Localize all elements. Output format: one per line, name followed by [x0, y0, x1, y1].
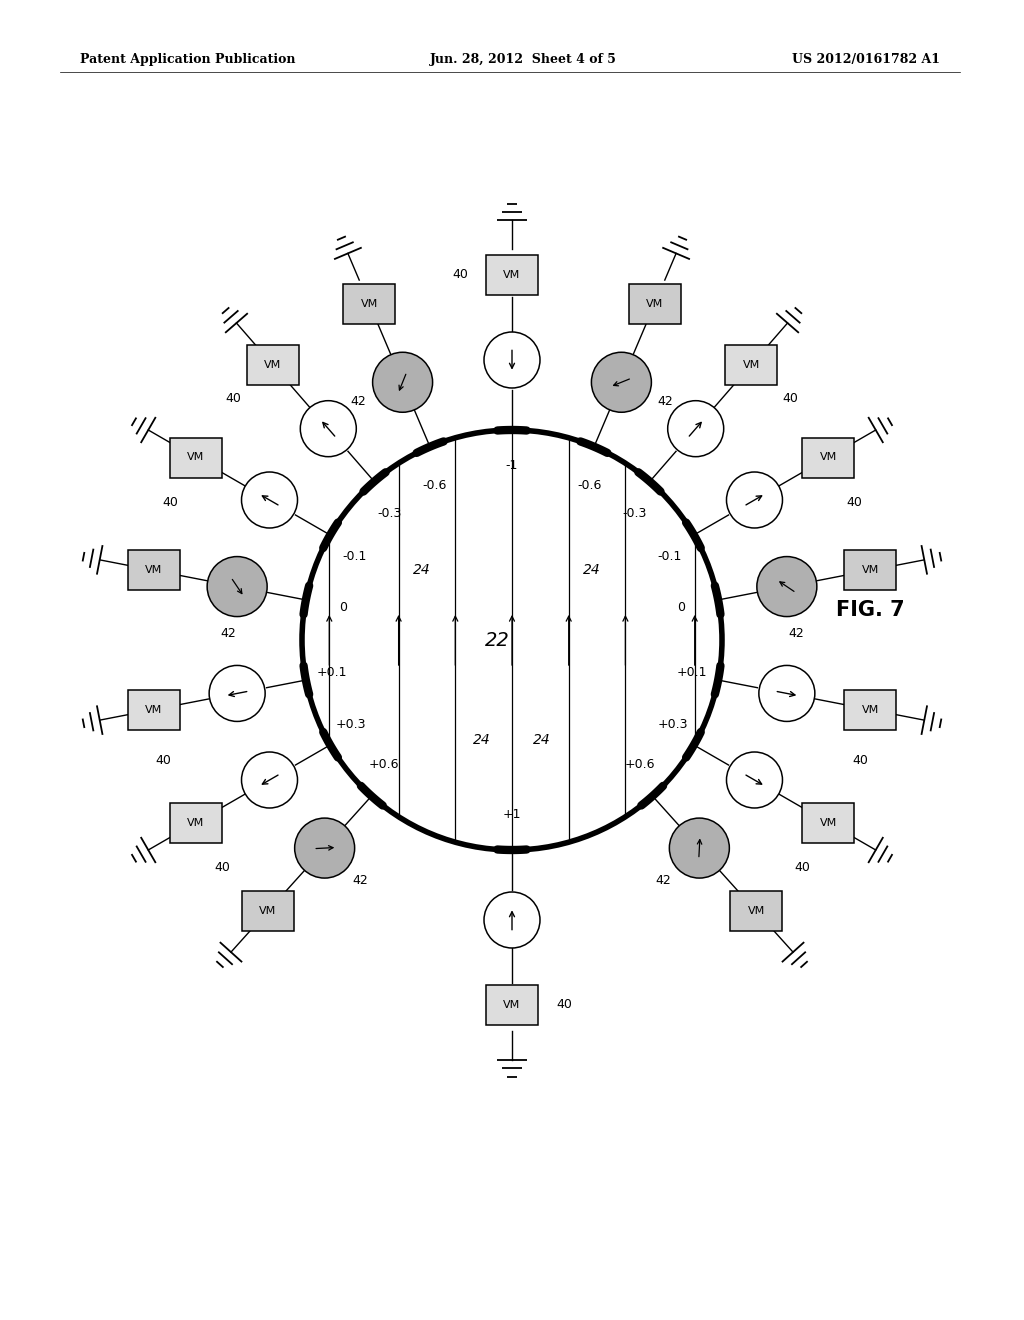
Text: 24: 24	[473, 733, 490, 747]
Bar	[802, 803, 854, 842]
Text: +0.3: +0.3	[336, 718, 367, 730]
Text: VM: VM	[646, 300, 664, 309]
Circle shape	[207, 557, 267, 616]
Circle shape	[726, 473, 782, 528]
Text: VM: VM	[819, 453, 837, 462]
Text: +1: +1	[503, 808, 521, 821]
Circle shape	[242, 473, 298, 528]
Text: 0: 0	[339, 602, 347, 614]
Text: 42: 42	[655, 874, 672, 887]
Bar	[170, 437, 222, 478]
Text: US 2012/0161782 A1: US 2012/0161782 A1	[792, 54, 940, 66]
Text: -0.6: -0.6	[578, 479, 602, 492]
Text: 40: 40	[225, 392, 242, 405]
Text: -0.3: -0.3	[378, 507, 401, 520]
Bar	[170, 803, 222, 842]
Text: 24: 24	[583, 564, 601, 577]
Text: VM: VM	[742, 359, 760, 370]
Text: 42: 42	[657, 395, 674, 408]
Text: 42: 42	[350, 395, 367, 408]
Bar	[725, 345, 777, 384]
Bar	[486, 255, 538, 294]
Text: 40: 40	[162, 496, 178, 510]
Text: +0.1: +0.1	[677, 665, 708, 678]
Text: 40: 40	[846, 496, 862, 510]
Circle shape	[726, 752, 782, 808]
Text: 40: 40	[156, 754, 172, 767]
Text: VM: VM	[187, 817, 205, 828]
Text: VM: VM	[259, 907, 276, 916]
Text: -0.1: -0.1	[342, 549, 367, 562]
Bar	[845, 550, 896, 590]
Bar	[242, 891, 294, 931]
Circle shape	[757, 557, 817, 616]
Text: -0.6: -0.6	[422, 479, 446, 492]
Text: VM: VM	[264, 359, 282, 370]
Text: 22: 22	[484, 631, 509, 649]
Text: 24: 24	[534, 733, 551, 747]
Circle shape	[668, 401, 724, 457]
Text: 0: 0	[677, 602, 685, 614]
Text: +0.6: +0.6	[369, 759, 399, 771]
Text: 24: 24	[413, 564, 431, 577]
Bar	[845, 689, 896, 730]
Text: Patent Application Publication: Patent Application Publication	[80, 54, 296, 66]
Text: VM: VM	[360, 300, 378, 309]
Circle shape	[373, 352, 432, 412]
Text: VM: VM	[504, 1001, 520, 1010]
Text: 40: 40	[795, 861, 810, 874]
Text: VM: VM	[145, 565, 163, 576]
Text: 40: 40	[782, 392, 799, 405]
Bar	[247, 345, 299, 384]
Text: -0.1: -0.1	[657, 549, 682, 562]
Text: VM: VM	[861, 705, 879, 714]
Circle shape	[592, 352, 651, 412]
Text: 40: 40	[214, 861, 229, 874]
Bar	[128, 689, 179, 730]
Text: VM: VM	[504, 271, 520, 280]
Bar	[128, 550, 179, 590]
Bar	[486, 985, 538, 1026]
Text: VM: VM	[861, 565, 879, 576]
Text: 40: 40	[852, 754, 868, 767]
Circle shape	[209, 665, 265, 722]
Text: 42: 42	[352, 874, 369, 887]
Text: VM: VM	[187, 453, 205, 462]
Circle shape	[242, 752, 298, 808]
Circle shape	[302, 430, 722, 850]
Text: 40: 40	[556, 998, 572, 1011]
Text: 42: 42	[220, 627, 236, 640]
Circle shape	[670, 818, 729, 878]
Bar	[730, 891, 782, 931]
Text: -0.3: -0.3	[623, 507, 646, 520]
Text: +0.3: +0.3	[657, 718, 688, 730]
Bar	[629, 284, 681, 323]
Text: VM: VM	[819, 817, 837, 828]
Circle shape	[484, 892, 540, 948]
Text: 40: 40	[452, 268, 468, 281]
Text: Jun. 28, 2012  Sheet 4 of 5: Jun. 28, 2012 Sheet 4 of 5	[430, 54, 616, 66]
Bar	[343, 284, 395, 323]
Circle shape	[759, 665, 815, 722]
Circle shape	[295, 818, 354, 878]
Text: -1: -1	[506, 459, 518, 473]
Text: VM: VM	[145, 705, 163, 714]
Circle shape	[484, 333, 540, 388]
Bar	[802, 437, 854, 478]
Text: +0.6: +0.6	[625, 759, 655, 771]
Text: 42: 42	[788, 627, 804, 640]
Text: +0.1: +0.1	[316, 665, 347, 678]
Text: FIG. 7: FIG. 7	[836, 601, 904, 620]
Text: VM: VM	[748, 907, 765, 916]
Circle shape	[300, 401, 356, 457]
